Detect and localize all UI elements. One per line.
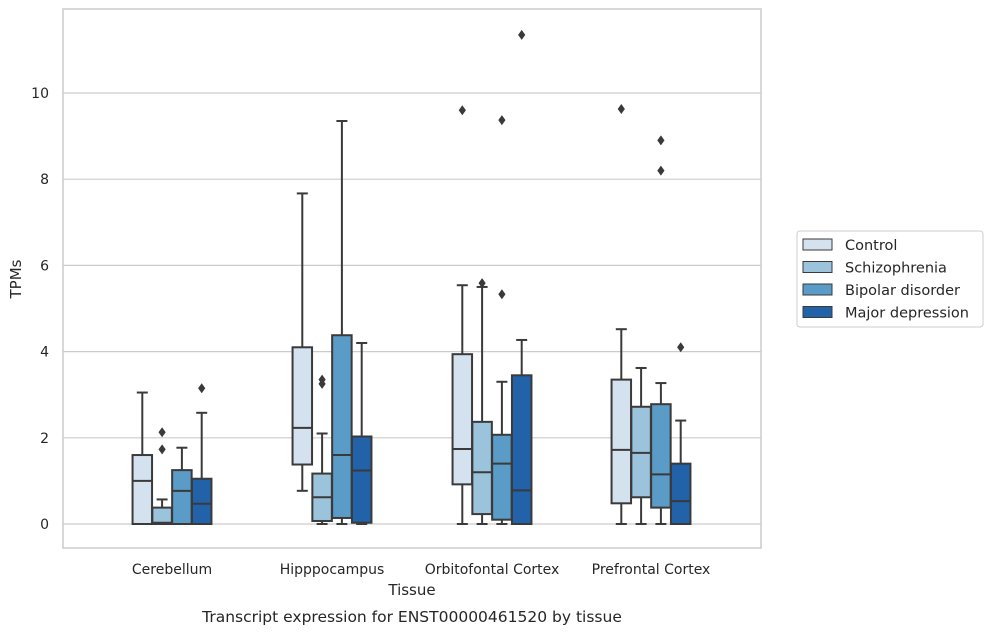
- legend: Control Schizophrenia Bipolar disorder Majo…: [796, 230, 984, 328]
- box: [451, 353, 474, 486]
- x-tick-label: Orbitofontal Cortex: [425, 562, 560, 578]
- x-tick-label: Prefrontal Cortex: [592, 562, 711, 578]
- legend-entries: Control Schizophrenia Bipolar disorder Majo…: [802, 238, 969, 322]
- box-group: [291, 192, 314, 492]
- x-axis-label: Tissue: [387, 581, 435, 599]
- legend-label: Bipolar disorder: [845, 283, 960, 299]
- outlier-point: [518, 29, 526, 40]
- box: [171, 469, 193, 525]
- box-group: [491, 115, 513, 525]
- legend-swatch: [802, 238, 833, 251]
- box-group: [131, 391, 154, 526]
- legend-swatch: [802, 261, 833, 273]
- legend-frame: [796, 230, 984, 328]
- box: [650, 403, 672, 509]
- box-group: [311, 374, 333, 525]
- legend-label: Control: [845, 238, 897, 254]
- y-tick-label: 10: [31, 86, 49, 102]
- y-tick-label: 0: [40, 517, 49, 533]
- outlier-point: [657, 165, 665, 176]
- chart-title: Transcript expression for ENST0000046152…: [201, 608, 622, 626]
- box: [669, 462, 692, 526]
- outlier-point: [677, 342, 685, 353]
- legend-label: Major depression: [845, 306, 969, 322]
- legend-item: Schizophrenia: [802, 261, 947, 277]
- box: [491, 433, 513, 521]
- x-tick-label: Cerebellum: [132, 562, 212, 578]
- x-tick-label: Hipppocampus: [280, 562, 385, 578]
- box: [610, 378, 633, 505]
- outlier-point: [198, 383, 206, 394]
- outlier-point: [458, 105, 466, 116]
- box: [131, 454, 154, 526]
- legend-item: Major depression: [802, 306, 969, 322]
- box-group: [190, 383, 213, 525]
- box-group: [669, 342, 692, 526]
- box-group: [510, 29, 533, 525]
- box-group: [451, 105, 474, 525]
- x-tick-labels: Cerebellum Hipppocampus Orbitofontal Corte…: [132, 562, 710, 578]
- box-group: [151, 427, 173, 526]
- legend-label: Schizophrenia: [845, 261, 947, 277]
- box: [350, 435, 373, 524]
- outlier-point: [498, 115, 506, 126]
- box-group: [650, 135, 672, 525]
- box-group: [630, 366, 652, 525]
- outlier-point: [318, 374, 326, 385]
- box: [291, 346, 314, 466]
- box-group: [331, 120, 353, 525]
- box: [510, 374, 533, 525]
- box-group: [471, 278, 493, 525]
- y-tick-label: 4: [40, 345, 49, 361]
- outlier-point: [617, 103, 625, 114]
- outlier-point: [158, 427, 166, 438]
- outlier-point: [478, 278, 486, 289]
- plot-frame: [62, 8, 762, 549]
- box-group: [350, 341, 373, 525]
- box: [151, 506, 173, 526]
- legend-item: Control: [802, 238, 897, 254]
- outlier-point: [158, 444, 166, 455]
- outlier-point: [657, 135, 665, 146]
- y-axis-label: TPMs: [7, 259, 25, 299]
- y-tick-labels: 0 2 4 6 8 10: [31, 86, 49, 533]
- boxes-layer: [131, 29, 692, 526]
- legend-item: Bipolar disorder: [802, 283, 960, 299]
- legend-swatch: [802, 306, 833, 318]
- y-tick-label: 6: [40, 258, 49, 274]
- box-group: [171, 446, 193, 525]
- y-tick-label: 8: [40, 172, 49, 188]
- outlier-point: [498, 289, 506, 300]
- box: [471, 420, 493, 516]
- box: [190, 477, 213, 525]
- legend-swatch: [802, 283, 833, 296]
- box: [331, 334, 353, 519]
- y-tick-label: 2: [40, 431, 49, 447]
